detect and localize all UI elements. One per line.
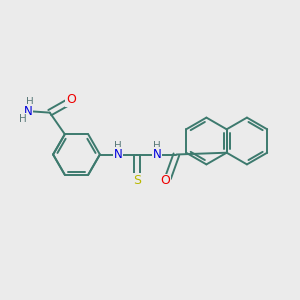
Text: N: N	[152, 148, 161, 161]
Text: O: O	[160, 174, 170, 188]
Text: H: H	[26, 97, 33, 107]
Text: N: N	[24, 105, 33, 118]
Text: H: H	[19, 114, 27, 124]
Text: S: S	[134, 174, 141, 187]
Text: N: N	[113, 148, 122, 161]
Text: H: H	[153, 141, 161, 151]
Text: H: H	[114, 141, 122, 151]
Text: O: O	[66, 93, 76, 106]
